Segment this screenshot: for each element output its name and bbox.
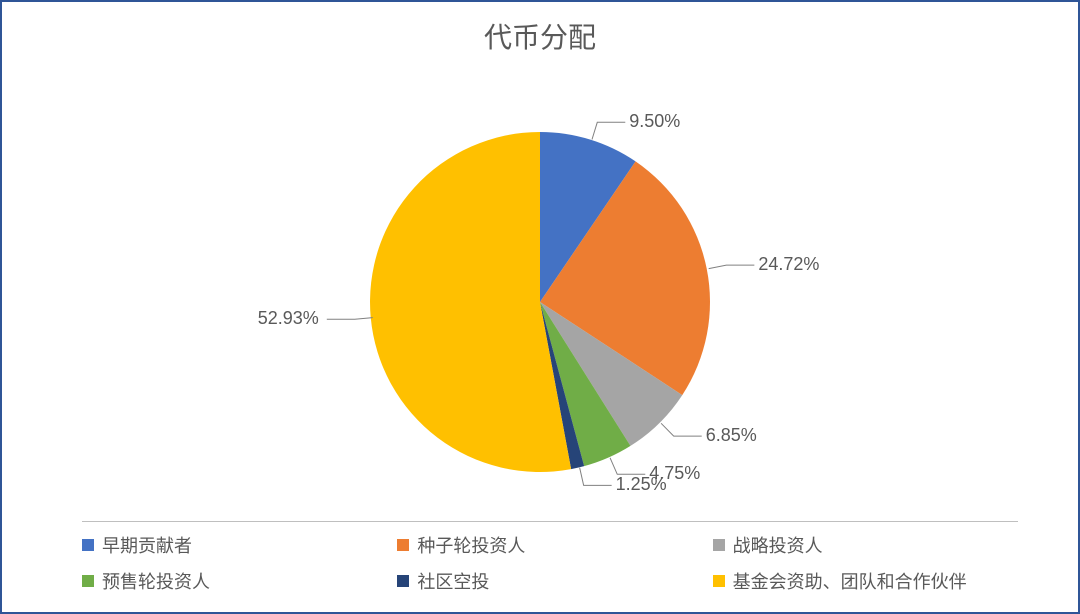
pie-svg	[340, 102, 740, 502]
legend-label: 战略投资人	[733, 532, 823, 558]
data-label: 24.72%	[758, 254, 819, 275]
legend: 早期贡献者 种子轮投资人 战略投资人预售轮投资人 社区空投 基金会资助、团队和合作伙伴	[82, 521, 1018, 594]
legend-swatch	[82, 539, 94, 551]
legend-item: 早期贡献者	[82, 532, 387, 558]
legend-item: 种子轮投资人	[397, 532, 702, 558]
chart-title: 代币分配	[2, 16, 1078, 56]
pie-container: 9.50%24.72%6.85%4.75%1.25%52.93%	[2, 102, 1078, 502]
data-label: 52.93%	[258, 308, 319, 329]
legend-label: 种子轮投资人	[417, 532, 525, 558]
legend-item: 社区空投	[397, 568, 702, 594]
chart-frame: { "chart": { "type": "pie", "title": "代币…	[0, 0, 1080, 614]
legend-item: 基金会资助、团队和合作伙伴	[713, 568, 1018, 594]
legend-label: 预售轮投资人	[102, 568, 210, 594]
legend-label: 社区空投	[417, 568, 489, 594]
legend-item: 预售轮投资人	[82, 568, 387, 594]
data-label: 1.25%	[616, 474, 667, 495]
legend-label: 早期贡献者	[102, 532, 192, 558]
data-label: 9.50%	[629, 111, 680, 132]
legend-swatch	[397, 539, 409, 551]
legend-label: 基金会资助、团队和合作伙伴	[733, 568, 967, 594]
legend-item: 战略投资人	[713, 532, 1018, 558]
legend-swatch	[713, 575, 725, 587]
legend-swatch	[82, 575, 94, 587]
data-label: 6.85%	[706, 425, 757, 446]
legend-swatch	[713, 539, 725, 551]
legend-swatch	[397, 575, 409, 587]
